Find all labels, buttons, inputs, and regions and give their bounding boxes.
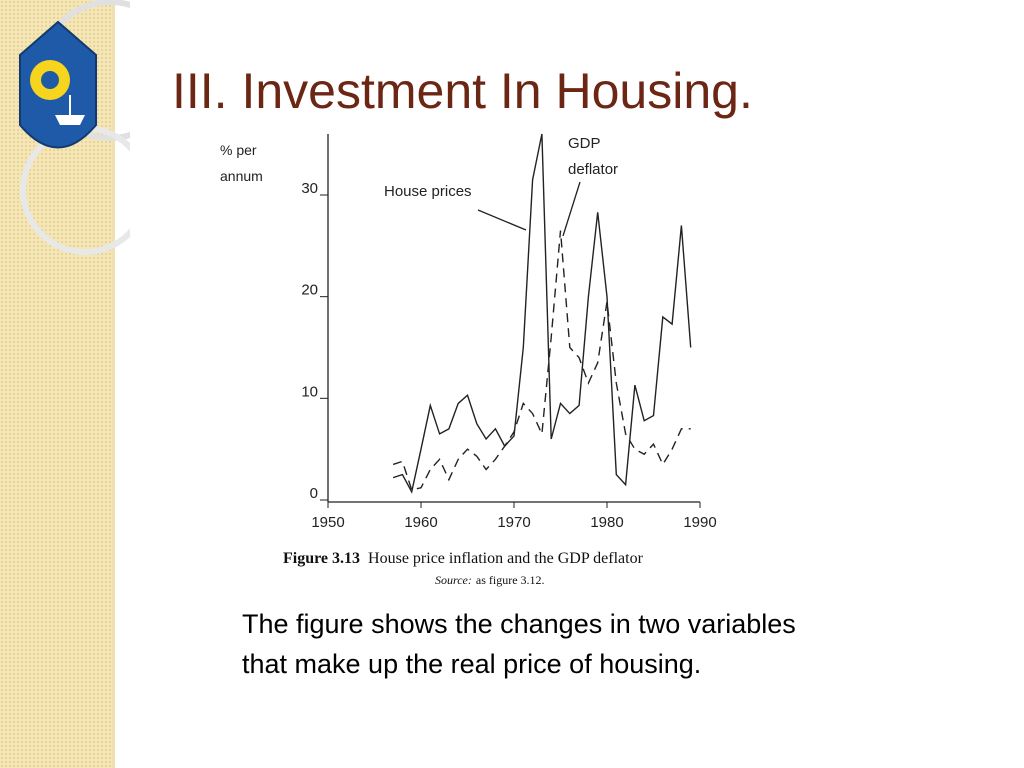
- y-tick-label: 0: [310, 485, 318, 502]
- sun-core: [41, 71, 59, 89]
- caption-text: House price inflation and the GDP deflat…: [368, 550, 644, 567]
- y-tick-label: 30: [301, 180, 318, 197]
- slide-title: III. Investment In Housing.: [172, 63, 753, 119]
- series-label-line: deflator: [568, 161, 618, 178]
- series-line: [392, 133, 692, 494]
- y-axis-label: % per: [220, 142, 257, 158]
- x-tick-label: 1980: [590, 514, 623, 531]
- annotation-arrow: [477, 209, 527, 231]
- annotation-arrow: [562, 181, 581, 237]
- source-label: Source:: [435, 573, 472, 587]
- y-tick-label: 10: [301, 383, 318, 400]
- series-line: [392, 230, 691, 491]
- chart: 0 10 20 30 1950 1960 1970 1980 1990 % per annum Hou…: [220, 133, 717, 587]
- figure-caption: Figure 3.13 House price inflation and the…: [283, 550, 644, 567]
- x-tick-label: 1990: [683, 514, 716, 531]
- x-tick-label: 1960: [404, 514, 437, 531]
- y-tick-label: 20: [301, 282, 318, 299]
- caption-label: Figure 3.13: [283, 550, 360, 567]
- x-tick-label: 1970: [497, 514, 530, 531]
- series-label: GDP deflator: [568, 135, 618, 178]
- x-tick-label: 1950: [311, 514, 344, 531]
- series-label: House prices: [384, 183, 472, 200]
- figure-source: Source: as figure 3.12.: [435, 573, 545, 587]
- series-label-line: GDP: [568, 135, 601, 152]
- y-axis-label: annum: [220, 168, 263, 184]
- source-text: as figure 3.12.: [476, 573, 545, 587]
- body-text: The figure shows the changes in two vari…: [242, 609, 796, 679]
- logo: [19, 0, 130, 255]
- ship: [55, 115, 85, 125]
